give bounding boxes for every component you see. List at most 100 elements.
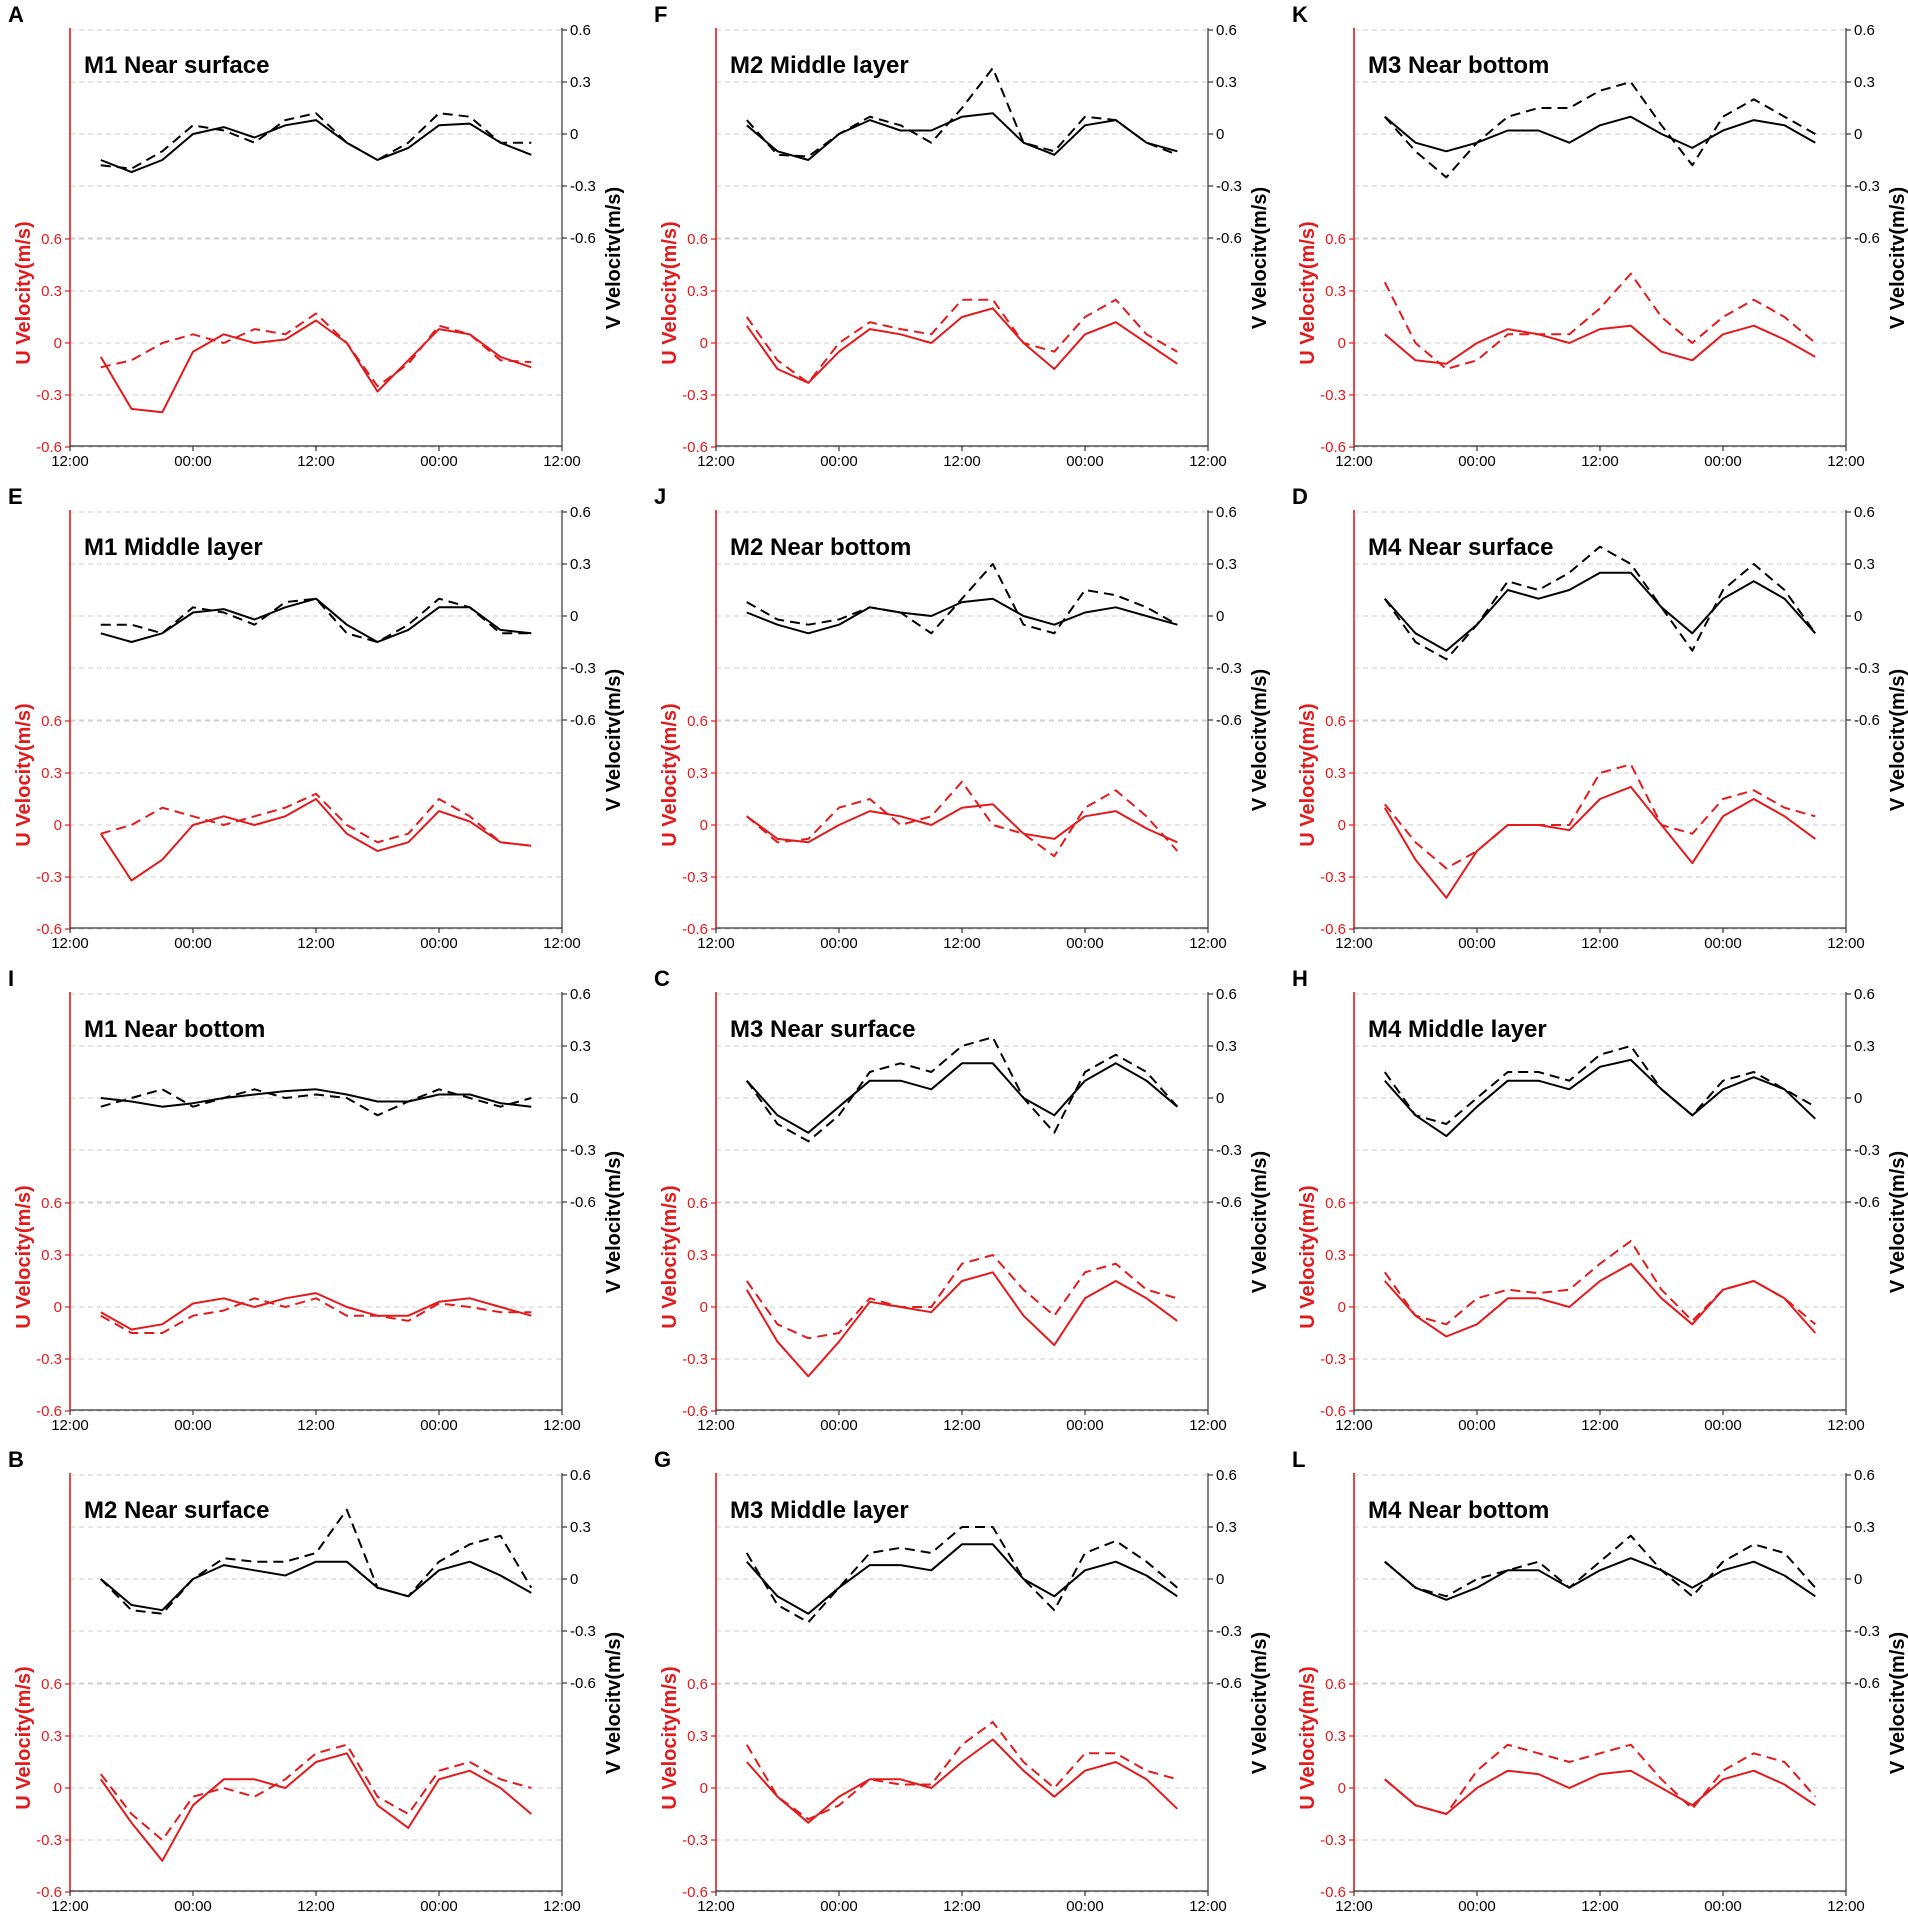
v-model-line	[746, 597, 1178, 635]
v-tick-label: 0.6	[1216, 1467, 1237, 1484]
u-observed-line	[100, 1297, 532, 1334]
u-tick-label: -0.6	[36, 921, 62, 938]
panel-D: D M4 Near surface -0.6 -0.3 0 0.3 0.6 -0.6 -0.3 0…	[1292, 484, 1908, 952]
x-tick-label: 12:00	[1581, 1898, 1619, 1915]
v-model-line	[746, 1062, 1178, 1134]
v-tick-label: 0	[1854, 1571, 1862, 1588]
u-tick-label: 0.3	[1325, 1728, 1346, 1745]
v-tick-label: 0.6	[1854, 986, 1875, 1003]
v-axis-title: V Velocitv(m/s)	[603, 1151, 625, 1293]
v-model-line	[1384, 1557, 1816, 1601]
u-tick-label: -0.6	[682, 921, 708, 938]
u-tick-label: -0.6	[1320, 1403, 1346, 1420]
u-observed-line	[1383, 1240, 1816, 1326]
u-tick-label: -0.3	[682, 387, 708, 404]
u-observed-line	[100, 312, 532, 388]
v-tick-label: -0.3	[570, 1142, 596, 1159]
v-tick-label: -0.3	[1854, 1142, 1880, 1159]
v-tick-label: 0.3	[570, 1519, 591, 1536]
x-tick-label: 12:00	[943, 1898, 981, 1915]
v-tick-label: 0	[1854, 608, 1862, 625]
x-tick-label: 12:00	[697, 453, 735, 470]
v-tick-label: 0.6	[570, 22, 591, 39]
v-tick-label: 0.6	[1216, 504, 1237, 521]
v-tick-label: -0.3	[1216, 660, 1242, 677]
panel-letter: H	[1292, 966, 1308, 991]
v-tick-label: -0.6	[1854, 230, 1880, 247]
u-tick-label: 0	[1338, 1780, 1346, 1797]
u-tick-label: 0	[54, 335, 62, 352]
u-tick-label: -0.3	[1320, 387, 1346, 404]
u-model-line	[1383, 785, 1816, 899]
x-tick-label: 12:00	[51, 1898, 89, 1915]
x-tick-label: 12:00	[1189, 935, 1227, 952]
u-observed-line	[1384, 1743, 1817, 1815]
panel-L: LM4 Near bottom-0.6-0.300.30.6 -0.6-0.300…	[1292, 1447, 1908, 1915]
u-tick-label: -0.6	[682, 439, 708, 456]
u-observed-line	[100, 1743, 532, 1841]
x-tick-label: 12:00	[697, 1898, 735, 1915]
v-tick-label: 0.6	[1854, 22, 1875, 39]
x-tick-label: 12:00	[1827, 1417, 1865, 1434]
v-tick-label: 0.6	[1854, 1467, 1875, 1484]
x-tick-label: 12:00	[543, 1898, 581, 1915]
u-tick-label: -0.3	[682, 1832, 708, 1849]
x-tick-label: 00:00	[1458, 1417, 1496, 1434]
x-tick-label: 00:00	[820, 453, 858, 470]
u-tick-label: -0.6	[1320, 1884, 1346, 1901]
x-tick-label: 12:00	[1581, 1417, 1619, 1434]
u-tick-label: 0	[700, 817, 708, 834]
v-tick-label: 0.3	[1216, 556, 1237, 573]
v-tick-label: 0.3	[570, 1038, 591, 1055]
v-observed-line	[100, 112, 532, 170]
panel-letter: J	[654, 484, 666, 509]
u-model-line	[746, 803, 1178, 844]
x-tick-label: 00:00	[420, 453, 458, 470]
v-model-line	[100, 597, 532, 643]
x-tick-label: 12:00	[1189, 453, 1227, 470]
u-model-line	[745, 307, 1178, 384]
panel-G: G M3 Middle layer -0.6 -0.3 0 0.3 0.6 -0.6 -0.3 0…	[654, 1447, 1271, 1915]
u-tick-label: -0.6	[36, 1884, 62, 1901]
v-tick-label: -0.6	[1216, 1194, 1242, 1211]
u-model-line	[99, 798, 532, 882]
u-observed-line	[745, 1721, 1178, 1821]
x-tick-label: 12:00	[51, 453, 89, 470]
x-tick-label: 00:00	[1458, 935, 1496, 952]
x-tick-label: 12:00	[1827, 453, 1865, 470]
panel-letter: G	[654, 1447, 671, 1472]
x-tick-label: 12:00	[1827, 1898, 1865, 1915]
v-tick-label: -0.3	[1216, 1623, 1242, 1640]
u-tick-label: 0.3	[1325, 765, 1346, 782]
panel-title: M3 Near surface	[730, 1016, 915, 1043]
u-tick-label: 0.6	[1325, 1676, 1346, 1693]
x-tick-label: 12:00	[697, 1417, 735, 1434]
u-tick-label: 0	[700, 1299, 708, 1316]
v-tick-label: 0.3	[1216, 74, 1237, 91]
u-tick-label: -0.3	[36, 387, 62, 404]
panel-F: F M2 Middle layer -0.6 -0.3 0 0.3 0.6 -0.6 -0.3 0…	[654, 2, 1271, 470]
x-tick-label: 00:00	[1066, 453, 1104, 470]
u-tick-label: 0.6	[687, 713, 708, 730]
v-tick-label: 0	[570, 126, 578, 143]
u-tick-label: -0.6	[682, 1884, 708, 1901]
x-tick-label: 12:00	[1581, 935, 1619, 952]
u-tick-label: 0.3	[1325, 283, 1346, 300]
v-tick-label: 0	[1854, 126, 1862, 143]
v-axis-title: V Velocitv(m/s)	[1887, 1151, 1908, 1293]
x-tick-label: 12:00	[1827, 935, 1865, 952]
v-model-line	[100, 1560, 532, 1612]
u-tick-label: -0.6	[1320, 921, 1346, 938]
u-tick-label: 0.3	[41, 1728, 62, 1745]
panel-B: B M2 Near surface -0.6 -0.3 0 0.3 0.6 -0.6 -0.3 0…	[8, 1447, 625, 1915]
u-tick-label: 0.3	[41, 765, 62, 782]
panel-letter: B	[8, 1447, 24, 1472]
x-tick-label: 12:00	[297, 1417, 335, 1434]
v-tick-label: 0.6	[1216, 22, 1237, 39]
u-model-line	[100, 1292, 532, 1331]
v-axis-title: V Velocitv(m/s)	[1249, 187, 1271, 329]
u-axis-title: U Velocity(m/s)	[13, 1185, 35, 1328]
x-tick-label: 00:00	[174, 1898, 212, 1915]
panel-letter: F	[654, 2, 667, 27]
v-model-line	[1384, 1058, 1816, 1138]
